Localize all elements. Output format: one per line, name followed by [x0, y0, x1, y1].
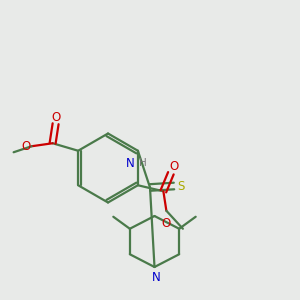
Text: S: S	[177, 179, 184, 193]
Text: N: N	[152, 271, 160, 284]
Text: H: H	[139, 158, 146, 168]
Text: N: N	[126, 157, 135, 169]
Text: O: O	[51, 111, 60, 124]
Text: O: O	[22, 140, 31, 153]
Text: O: O	[162, 217, 171, 230]
Text: O: O	[169, 160, 178, 173]
